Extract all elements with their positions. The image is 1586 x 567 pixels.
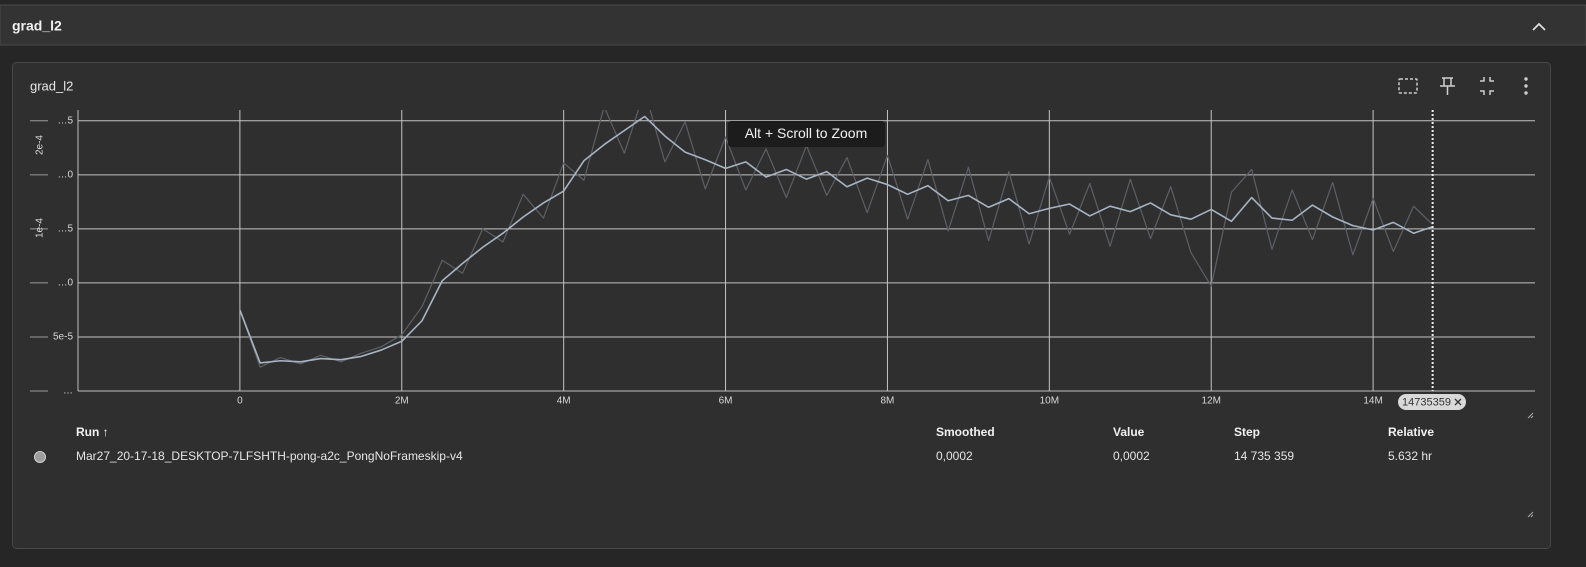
hover-step-chip[interactable]: [1398, 394, 1466, 410]
y-tick-label: …: [63, 386, 73, 397]
x-tick-label: 12M: [1201, 396, 1220, 407]
zoom-hint: [728, 121, 885, 147]
column-header: Smoothed: [936, 425, 995, 439]
section-title: grad_l2: [12, 18, 62, 34]
y-tick-label: 5e-5: [53, 332, 73, 343]
table-cell: 14 735 359: [1234, 449, 1294, 463]
column-header: Relative: [1388, 425, 1434, 439]
x-tick-label: 8M: [880, 396, 894, 407]
collapse-icon[interactable]: [1532, 22, 1546, 31]
resize-handle[interactable]: [1527, 511, 1534, 518]
x-tick-label: 2M: [395, 396, 409, 407]
x-tick-label: 0: [237, 396, 243, 407]
y-tick-label: …0: [57, 169, 73, 180]
x-tick-label: 4M: [557, 396, 571, 407]
collapse-button[interactable]: [1480, 77, 1494, 95]
plot-lines: [239, 110, 1434, 391]
series-line: [239, 110, 1434, 368]
axis-labels: … 5e-5 …0 …5 …0 …5 2e-4 1e-4 0 2M 4M 6M 8M 10M 12M 14M: [30, 115, 1383, 407]
more-menu[interactable]: [1524, 77, 1528, 95]
zoom-hint-text: Alt + Scroll to Zoom: [745, 125, 868, 141]
table-cell: 5.632 hr: [1388, 449, 1432, 463]
y-axis-label: 1e-4: [35, 218, 46, 238]
data-table: Run ↑ Smoothed Value Step Relative Mar27_20-1…: [76, 425, 1434, 463]
pin-button[interactable]: [1440, 77, 1455, 95]
y-axis-label: 2e-4: [35, 135, 46, 155]
table-cell: Mar27_20-17-18_DESKTOP-7LFSHTH-pong-a2c_…: [76, 449, 463, 463]
card-toolbar: [1398, 77, 1494, 95]
hover-step-text: 14735359: [1402, 396, 1451, 408]
y-tick-label: …0: [57, 278, 73, 289]
section-header[interactable]: [0, 4, 1586, 46]
y-tick-label: …5: [57, 224, 73, 235]
series-line: [239, 115, 1433, 364]
resize-handle[interactable]: [1527, 412, 1534, 419]
chart-card: [12, 62, 1551, 549]
x-tick-label: 10M: [1040, 396, 1059, 407]
grid: [78, 110, 1535, 391]
chip-close[interactable]: [1454, 398, 1462, 406]
x-tick-label: 14M: [1363, 396, 1382, 407]
column-header: Step: [1234, 425, 1260, 439]
table-cell: 0,0002: [936, 449, 973, 463]
y-tick-label: …5: [57, 115, 73, 126]
run-color-dot[interactable]: [34, 451, 46, 463]
card-title: grad_l2: [30, 78, 73, 93]
x-tick-label: 6M: [719, 396, 733, 407]
column-header: Value: [1113, 425, 1145, 439]
column-header: Run ↑: [76, 425, 109, 439]
fit-domain-button[interactable]: [1398, 78, 1418, 94]
table-cell: 0,0002: [1113, 449, 1150, 463]
